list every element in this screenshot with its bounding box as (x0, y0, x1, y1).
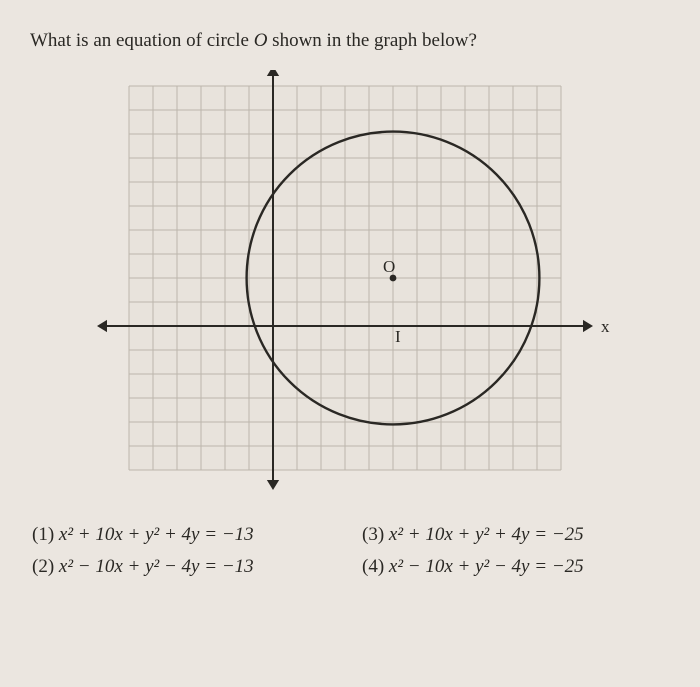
answer-choices: (1) x² + 10x + y² + 4y = −13 (3) x² + 10… (30, 524, 670, 578)
answer-number: (2) (32, 556, 54, 577)
answer-number: (1) (32, 524, 54, 545)
coordinate-graph: yxOI (89, 70, 611, 500)
answer-expr: x² − 10x + y² − 4y = −25 (389, 556, 584, 577)
svg-text:O: O (383, 257, 395, 276)
circle-name: O (254, 30, 268, 51)
question-prefix: What is an equation of circle (30, 30, 254, 51)
answer-choice-3[interactable]: (3) x² + 10x + y² + 4y = −25 (362, 524, 668, 546)
question-text: What is an equation of circle O shown in… (30, 30, 670, 52)
question-suffix: shown in the graph below? (267, 30, 476, 51)
answer-choice-1[interactable]: (1) x² + 10x + y² + 4y = −13 (32, 524, 338, 546)
graph-container: yxOI (30, 70, 670, 500)
answer-expr: x² − 10x + y² − 4y = −13 (59, 556, 254, 577)
answer-expr: x² + 10x + y² + 4y = −25 (389, 524, 584, 545)
svg-text:x: x (601, 317, 610, 336)
answer-number: (3) (362, 524, 384, 545)
answer-choice-2[interactable]: (2) x² − 10x + y² − 4y = −13 (32, 556, 338, 578)
answer-expr: x² + 10x + y² + 4y = −13 (59, 524, 254, 545)
answer-number: (4) (362, 556, 384, 577)
graph-svg: yxOI (89, 70, 611, 500)
svg-text:I: I (395, 327, 401, 346)
answer-choice-4[interactable]: (4) x² − 10x + y² − 4y = −25 (362, 556, 668, 578)
